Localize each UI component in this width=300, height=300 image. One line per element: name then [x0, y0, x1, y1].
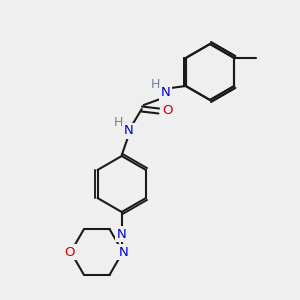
Text: O: O — [64, 245, 75, 259]
Text: N: N — [117, 227, 127, 241]
Text: N: N — [119, 245, 129, 259]
Text: H: H — [114, 116, 123, 130]
Text: N: N — [124, 124, 134, 137]
Text: N: N — [161, 86, 171, 100]
Text: H: H — [151, 77, 160, 91]
Text: O: O — [163, 104, 173, 118]
